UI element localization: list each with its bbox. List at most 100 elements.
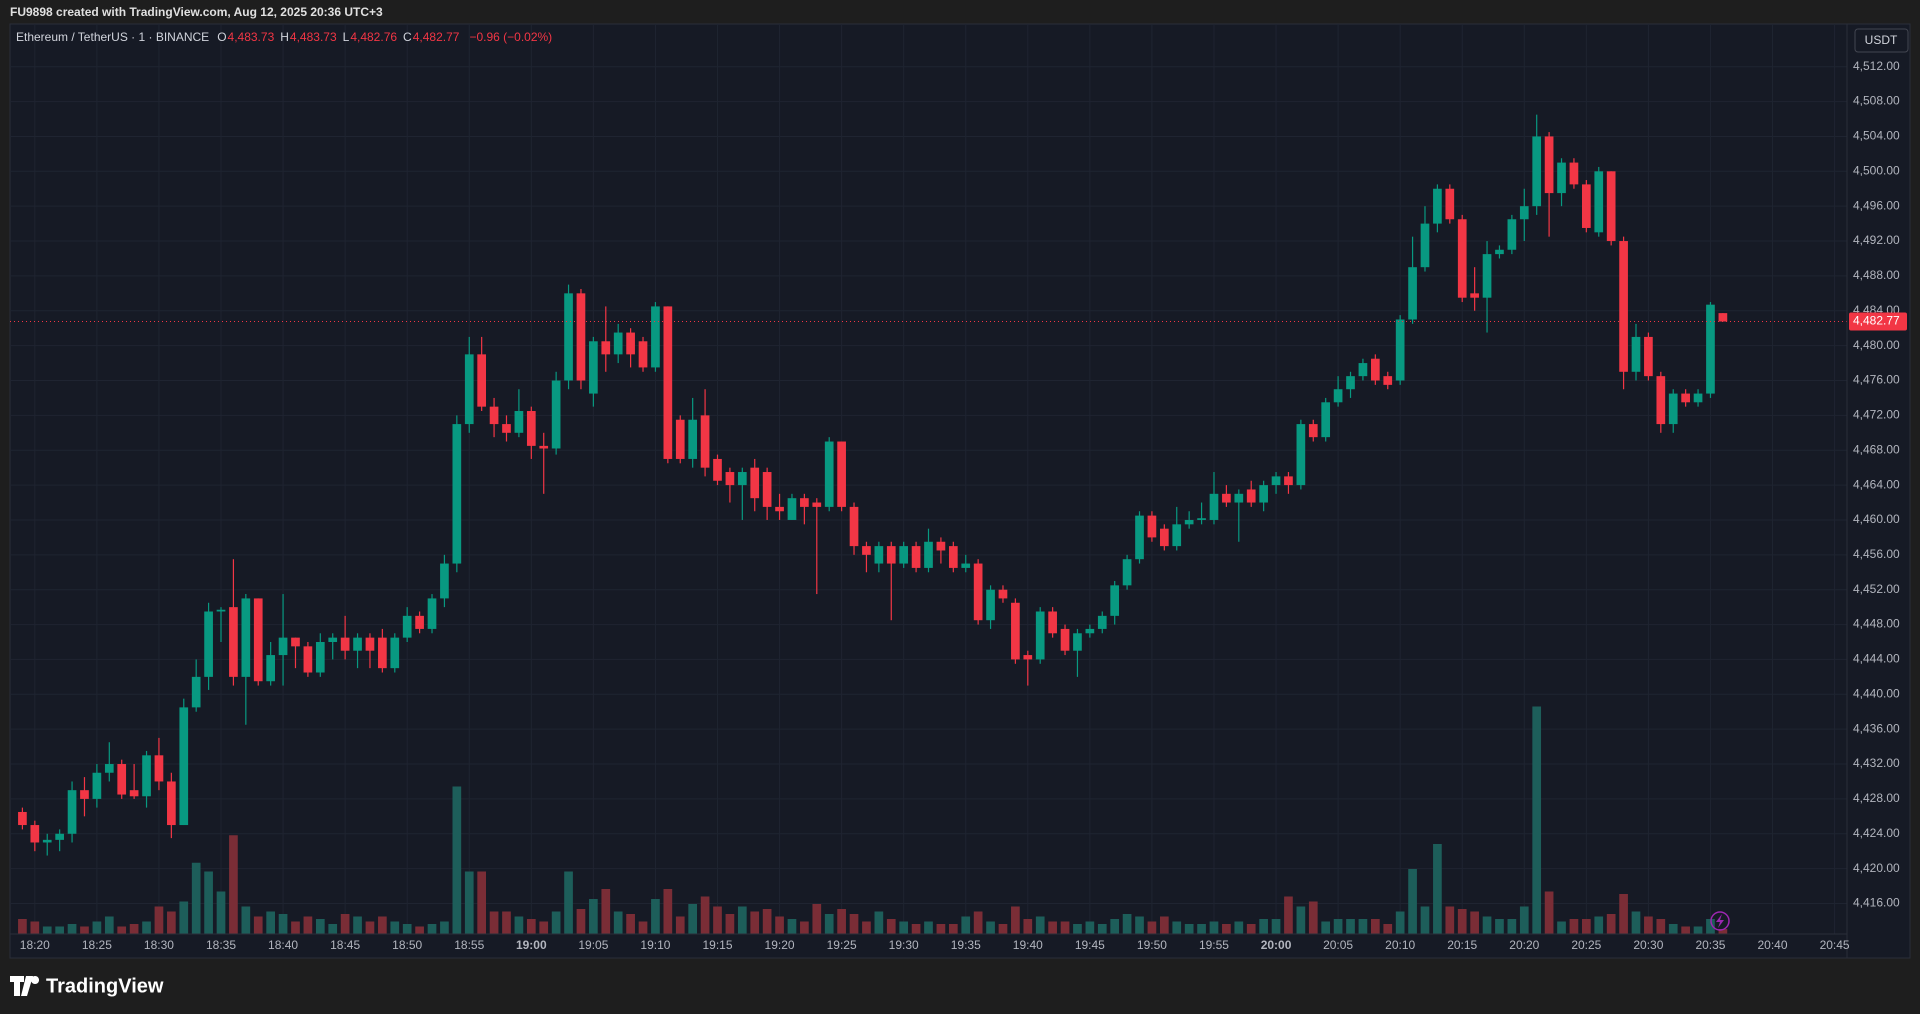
candle-body <box>142 755 151 797</box>
volume-bar <box>452 786 462 934</box>
candle-body <box>489 406 499 425</box>
candle-body <box>204 611 213 677</box>
candle-body <box>427 598 437 629</box>
volume-bar <box>651 899 660 934</box>
candle-body <box>539 445 549 449</box>
candle-body <box>477 354 487 407</box>
volume-bar <box>737 906 747 934</box>
candle-body <box>1433 188 1442 224</box>
volume-bar <box>266 911 275 934</box>
candle-body <box>1184 519 1194 525</box>
candle-body <box>1197 518 1206 520</box>
volume-bar <box>216 891 226 934</box>
last-price-box <box>1849 312 1907 331</box>
volume-bar <box>713 906 722 934</box>
candle-body <box>924 541 933 568</box>
candle-body <box>948 546 958 568</box>
candle-body <box>30 825 40 843</box>
y-tick-label: 4,444.00 <box>1853 652 1900 666</box>
candle-body <box>129 790 139 797</box>
x-tick-label: 18:20 <box>20 938 50 952</box>
x-tick-label: 19:35 <box>951 938 981 952</box>
volume-bar <box>1532 706 1542 934</box>
volume-bar <box>1110 919 1120 934</box>
volume-bar <box>55 926 64 934</box>
volume-bar <box>278 914 288 934</box>
candle-body <box>1346 376 1355 390</box>
alert-icon[interactable] <box>1710 911 1730 931</box>
volume-bar <box>1495 919 1504 934</box>
x-tick-label: 20:25 <box>1571 938 1601 952</box>
volume-bar <box>1209 921 1219 934</box>
candle-body <box>1495 249 1504 255</box>
candle-body <box>266 655 275 682</box>
volume-bar <box>1333 919 1343 934</box>
candle-body <box>973 563 983 621</box>
x-tick-label: 20:40 <box>1758 938 1788 952</box>
candle-body <box>291 637 300 647</box>
candle-body <box>1246 489 1256 503</box>
volume-bar <box>824 914 834 934</box>
y-tick-label: 4,468.00 <box>1853 442 1900 456</box>
candle-body <box>1271 476 1281 486</box>
legend-value: 4,482.77 <box>413 30 460 44</box>
volume-bar <box>1656 919 1666 934</box>
alert-bolt <box>1716 914 1724 928</box>
volume-bar <box>1159 916 1169 934</box>
currency-label[interactable]: USDT <box>1865 33 1898 47</box>
last-price-label: 4,482.77 <box>1853 314 1900 328</box>
candle-body <box>651 306 660 368</box>
volume-bar <box>750 911 760 934</box>
volume-bar <box>1011 906 1020 934</box>
y-tick-label: 4,504.00 <box>1853 129 1900 143</box>
volume-bar <box>1569 919 1579 934</box>
candle-body <box>1172 524 1182 547</box>
y-tick-label: 4,420.00 <box>1853 861 1900 875</box>
candle-body <box>1619 241 1628 372</box>
candle-body <box>589 341 598 394</box>
candle-body <box>1457 219 1467 298</box>
candle-body <box>564 293 573 381</box>
candle-body <box>514 411 524 433</box>
x-tick-label: 18:35 <box>206 938 236 952</box>
x-tick-label: 19:25 <box>827 938 857 952</box>
candle-body <box>1011 602 1020 660</box>
volume-bar <box>601 889 611 934</box>
candle-body <box>1631 336 1641 372</box>
candle-body <box>1569 162 1579 185</box>
volume-bar <box>104 916 114 934</box>
legend-ohlc: O4,483.73 H4,483.73 L4,482.76 C4,482.77 <box>217 30 460 44</box>
candle-body <box>1594 171 1604 233</box>
candle-body <box>92 772 102 799</box>
candle-body <box>502 424 511 433</box>
volume-bar <box>1718 929 1728 934</box>
candle-body <box>1706 304 1715 394</box>
x-tick-label: 19:00 <box>516 938 547 952</box>
candle-body <box>1656 376 1666 425</box>
candle-body <box>1147 515 1157 538</box>
candle-body <box>1358 363 1368 377</box>
x-tick-label: 19:05 <box>578 938 608 952</box>
y-tick-label: 4,448.00 <box>1853 617 1900 631</box>
candle-body <box>104 764 114 773</box>
candle-body <box>1507 219 1517 250</box>
currency-button[interactable] <box>1854 28 1909 53</box>
legend-value: 4,483.73 <box>290 30 337 44</box>
candle-body <box>601 341 611 355</box>
volume-bar <box>613 911 623 934</box>
candle-body <box>1644 336 1653 377</box>
candle-body <box>812 502 822 507</box>
volume-bar <box>1346 919 1355 934</box>
candle-body <box>688 419 698 459</box>
candle-body <box>1370 358 1380 381</box>
volume-bar <box>924 921 933 934</box>
volume-bar <box>688 904 698 934</box>
volume-bar <box>849 914 859 934</box>
candle-body <box>1159 528 1169 547</box>
candle-body <box>775 506 784 512</box>
brand-logo <box>10 976 40 996</box>
y-tick-label: 4,456.00 <box>1853 547 1900 561</box>
volume-bar <box>1135 916 1144 934</box>
candle-body <box>253 598 263 682</box>
y-tick-label: 4,464.00 <box>1853 477 1900 491</box>
